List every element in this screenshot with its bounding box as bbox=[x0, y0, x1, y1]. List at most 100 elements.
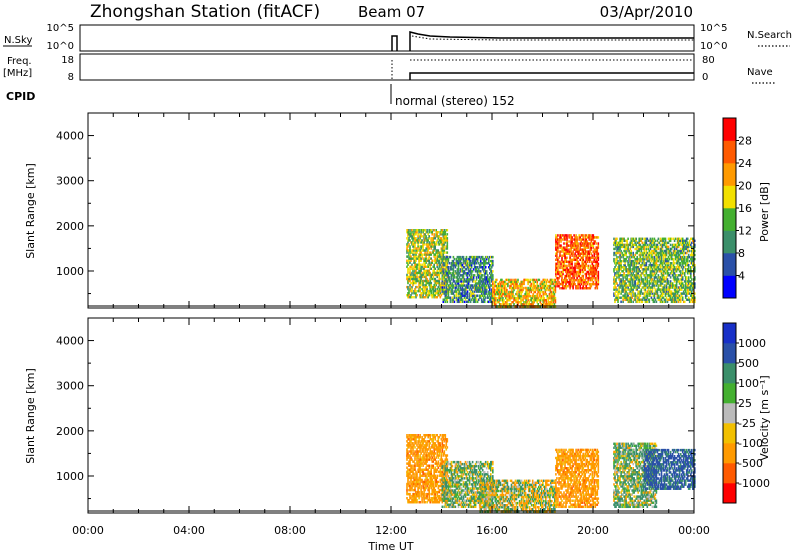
power-echo-cell bbox=[619, 280, 621, 283]
power-echo-cell bbox=[617, 247, 619, 251]
power-echo-cell bbox=[431, 233, 434, 236]
power-echo-cell bbox=[555, 244, 557, 247]
power-echo-cell bbox=[520, 292, 522, 296]
power-echo-cell bbox=[675, 255, 678, 259]
velocity-echo-cell bbox=[417, 464, 419, 467]
power-echo-cell bbox=[663, 237, 666, 241]
power-echo-cell bbox=[484, 270, 487, 273]
power-echo-cell bbox=[494, 284, 496, 288]
power-echo-cell bbox=[446, 241, 449, 244]
power-echo-cell bbox=[497, 299, 499, 302]
power-echo-cell bbox=[547, 303, 550, 306]
power-echo-cell bbox=[566, 242, 568, 245]
power-echo-cell bbox=[552, 294, 555, 298]
velocity-echo-cell bbox=[416, 476, 418, 480]
velocity-echo-cell bbox=[412, 446, 414, 449]
power-echo-cell bbox=[641, 300, 644, 304]
power-echo-cell bbox=[676, 255, 679, 259]
power-echo-cell bbox=[425, 294, 427, 297]
power-echo-cell bbox=[688, 259, 691, 263]
power-echo-cell bbox=[462, 257, 465, 261]
power-echo-cell bbox=[584, 266, 587, 270]
power-echo-cell bbox=[625, 243, 627, 247]
power-echo-cell bbox=[449, 286, 452, 289]
power-echo-cell bbox=[572, 258, 574, 262]
power-echo-cell bbox=[624, 292, 626, 295]
power-echo-cell bbox=[582, 278, 585, 282]
power-echo-cell bbox=[413, 237, 415, 240]
power-echo-cell bbox=[640, 266, 643, 269]
power-echo-cell bbox=[674, 253, 677, 257]
power-echo-cell bbox=[555, 234, 557, 237]
power-echo-cell bbox=[510, 290, 512, 294]
power-echo-cell bbox=[502, 288, 504, 292]
power-echo-cell bbox=[590, 260, 593, 264]
power-echo-cell bbox=[655, 276, 658, 279]
velocity-echo-cell bbox=[423, 482, 425, 486]
power-echo-cell bbox=[638, 284, 641, 287]
power-echo-cell bbox=[458, 290, 461, 293]
power-echo-cell bbox=[614, 266, 616, 269]
power-echo-cell bbox=[684, 251, 687, 255]
power-echo-cell bbox=[683, 239, 686, 243]
power-echo-cell bbox=[631, 278, 634, 281]
power-echo-cell bbox=[413, 275, 415, 279]
power-echo-cell bbox=[563, 287, 565, 290]
power-echo-cell bbox=[531, 286, 534, 290]
power-echo-cell bbox=[645, 280, 648, 283]
power-echo-cell bbox=[561, 254, 563, 257]
power-echo-cell bbox=[559, 254, 561, 257]
power-echo-cell bbox=[595, 252, 598, 255]
power-echo-cell bbox=[575, 234, 577, 237]
power-echo-cell bbox=[415, 275, 417, 279]
power-echo-cell bbox=[418, 277, 420, 281]
power-echo-cell bbox=[675, 266, 678, 269]
power-echo-cell bbox=[421, 287, 423, 291]
power-echo-cell bbox=[565, 270, 567, 274]
power-echo-cell bbox=[643, 257, 646, 261]
power-echo-cell bbox=[651, 290, 654, 293]
power-echo-cell bbox=[516, 282, 518, 286]
power-echo-cell bbox=[428, 283, 431, 287]
power-echo-cell bbox=[420, 275, 422, 279]
power-echo-cell bbox=[455, 296, 458, 299]
power-echo-cell bbox=[615, 237, 617, 241]
power-echo-cell bbox=[444, 235, 447, 238]
power-echo-cell bbox=[669, 296, 672, 299]
power-colorbar-tick-label: 20 bbox=[738, 180, 752, 193]
power-echo-cell bbox=[432, 269, 435, 273]
power-echo-cell bbox=[618, 290, 620, 293]
power-echo-cell bbox=[476, 282, 479, 285]
power-echo-cell bbox=[467, 300, 470, 304]
power-echo-cell bbox=[433, 229, 436, 232]
power-echo-cell bbox=[412, 235, 414, 238]
power-echo-cell bbox=[623, 282, 625, 285]
power-echo-cell bbox=[662, 290, 665, 293]
power-echo-cell bbox=[460, 264, 463, 267]
power-echo-cell bbox=[461, 298, 464, 301]
power-echo-cell bbox=[460, 278, 463, 281]
cpid-annotation: normal (stereo) 152 bbox=[395, 94, 515, 108]
power-echo-cell bbox=[472, 278, 475, 281]
power-echo-cell bbox=[652, 282, 655, 285]
power-echo-cell bbox=[512, 282, 514, 286]
power-echo-cell bbox=[691, 245, 693, 249]
velocity-echo-cell bbox=[411, 452, 413, 455]
power-echo-cell bbox=[446, 272, 449, 275]
power-echo-cell bbox=[444, 266, 447, 269]
power-echo-cell bbox=[660, 245, 663, 249]
power-echo-cell bbox=[644, 290, 647, 293]
power-echo-cell bbox=[669, 284, 672, 287]
power-echo-cell bbox=[615, 286, 617, 289]
power-echo-cell bbox=[587, 242, 590, 245]
power-echo-cell bbox=[437, 259, 440, 262]
power-echo-cell bbox=[621, 282, 623, 285]
power-echo-cell bbox=[630, 298, 633, 301]
power-echo-cell bbox=[646, 251, 649, 255]
power-echo-cell bbox=[650, 249, 653, 253]
power-echo-cell bbox=[538, 292, 541, 296]
power-echo-cell bbox=[407, 231, 409, 234]
power-echo-cell bbox=[483, 259, 486, 263]
power-echo-cell bbox=[686, 259, 689, 263]
power-echo-cell bbox=[641, 257, 644, 261]
